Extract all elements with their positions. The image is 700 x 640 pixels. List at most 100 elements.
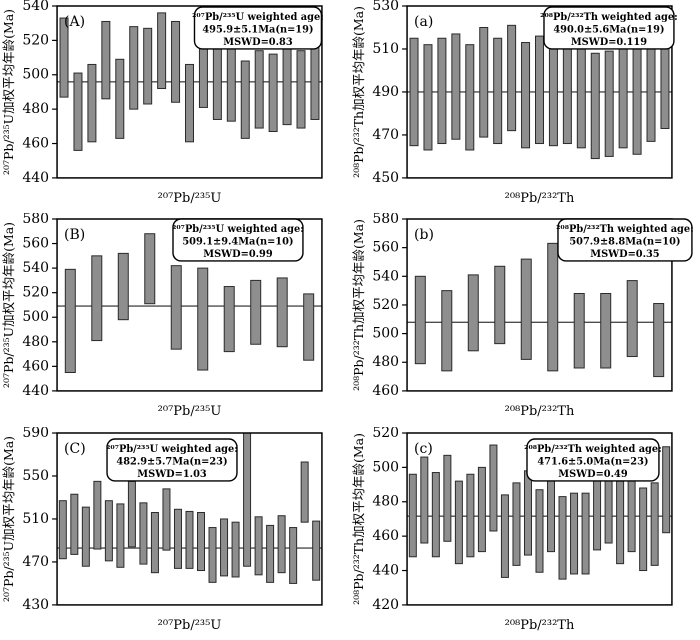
panel-b: 460 480 500 520 540 560 580 ²⁰⁸Pb/²³²Th加权平均年龄(M…	[350, 213, 700, 426]
annotation-box	[526, 437, 660, 482]
y-tick-label: 440	[22, 170, 49, 186]
y-tick-label: 480	[22, 334, 49, 350]
error-bar	[254, 515, 263, 575]
annotation-line: MSWD=0.119	[571, 37, 647, 48]
panel-label: (A)	[64, 14, 85, 30]
annotation-line: ²⁰⁷Pb/²³⁵U weighted age:	[172, 224, 304, 235]
error-bar	[289, 526, 298, 584]
y-tick-label: 500	[22, 67, 49, 83]
error-bar	[423, 44, 433, 151]
annotation-line: 507.9±8.8Ma(n=10)	[569, 237, 680, 248]
y-axis-title: ²⁰⁷Pb/²³⁵U加权平均年龄(Ma)	[1, 9, 16, 175]
y-tick-label: 460	[372, 528, 399, 544]
panel-label: (B)	[64, 227, 85, 243]
error-bar	[254, 50, 264, 129]
annotation-line: 495.9±5.1Ma(n=19)	[202, 24, 313, 35]
error-bar	[101, 20, 111, 100]
y-tick-label: 550	[22, 468, 49, 484]
error-bar	[64, 269, 76, 374]
annotation-box	[193, 6, 323, 50]
error-bar	[451, 33, 461, 140]
error-bar	[70, 493, 79, 555]
error-bar	[58, 499, 67, 559]
error-bar	[573, 293, 585, 369]
y-tick-label: 480	[22, 101, 49, 117]
y-tick-label: 540	[22, 0, 49, 14]
error-bar	[116, 503, 125, 568]
annotation-line: ²⁰⁷Pb/²³⁵U weighted age:	[192, 12, 324, 23]
annotation-line: MSWD=0.35	[590, 249, 660, 260]
error-bar	[512, 481, 521, 566]
annotation-line: MSWD=0.49	[558, 469, 628, 480]
y-tick-label: 460	[372, 383, 399, 399]
error-bar	[494, 266, 506, 345]
error-bar	[604, 50, 614, 157]
y-axis-title: ²⁰⁷Pb/²³⁵U加权平均年龄(Ma)	[1, 436, 16, 602]
error-bar	[300, 461, 309, 523]
y-tick-label: 560	[22, 236, 49, 252]
error-bar	[197, 511, 206, 571]
error-bar	[570, 492, 579, 575]
error-bar	[431, 471, 440, 557]
y-tick-label: 440	[372, 562, 399, 578]
error-bar	[454, 480, 463, 564]
annotation-line: MSWD=1.03	[137, 469, 207, 480]
error-bar	[547, 243, 559, 372]
error-bar	[185, 510, 194, 569]
error-bar	[489, 444, 498, 532]
error-bar	[626, 280, 638, 358]
y-tick-label: 480	[372, 493, 399, 509]
y-tick-label: 450	[372, 170, 399, 186]
y-tick-label: 520	[372, 427, 399, 441]
error-bar	[240, 60, 250, 139]
annotation-line: ²⁰⁸Pb/²³²Th weighted age:	[540, 12, 678, 23]
y-tick-label: 470	[372, 127, 399, 143]
y-tick-label: 430	[22, 597, 49, 613]
y-tick-label: 520	[22, 285, 49, 301]
error-bar	[590, 52, 600, 160]
y-tick-label: 490	[372, 84, 399, 100]
y-tick-label: 470	[22, 554, 49, 570]
annotation-line: ²⁰⁸Pb/²³²Th weighted age:	[556, 224, 694, 235]
annotation-line: 509.1±9.4Ma(n=10)	[182, 237, 293, 248]
panel-a: 450 470 490 510 530 ²⁰⁸Pb/²³²Th加权平均年龄(Ma) ²⁰⁸P…	[350, 0, 700, 213]
x-axis-title: ²⁰⁷Pb/²³⁵U	[158, 617, 222, 632]
error-bar	[171, 20, 181, 103]
annotation-box	[543, 6, 675, 50]
y-tick-label: 500	[22, 310, 49, 326]
error-bar	[73, 72, 83, 151]
error-bar	[220, 518, 229, 576]
error-bar	[312, 520, 321, 581]
y-tick-label: 500	[372, 459, 399, 475]
y-tick-label: 520	[22, 32, 49, 48]
error-bar	[104, 499, 113, 561]
annotation-box	[557, 218, 693, 262]
panel-c: 420 440 460 480 500 520 ²⁰⁸Pb/²³²Th加权平均年龄(Ma) ²…	[350, 427, 700, 640]
error-bar	[409, 37, 419, 147]
error-bar	[414, 276, 426, 365]
error-bar	[408, 473, 417, 557]
y-tick-label: 510	[372, 41, 399, 57]
error-bar	[523, 469, 532, 556]
y-tick-label: 580	[372, 213, 399, 227]
error-bar	[639, 487, 648, 571]
error-bar	[616, 480, 625, 564]
error-bar	[277, 514, 286, 573]
y-tick-label: 460	[22, 136, 49, 152]
error-bar	[208, 526, 217, 583]
panel-A: 440 460 480 500 520 540 ²⁰⁷Pb/²³⁵U加权平均年龄(Ma) ²⁰…	[0, 0, 350, 213]
error-bar	[162, 487, 171, 551]
y-tick-label: 520	[372, 297, 399, 313]
panel-C: 430 470 510 550 590 ²⁰⁷Pb/²³⁵U加权平均年龄(Ma) ²⁰⁷Pb…	[0, 427, 350, 640]
error-bar	[548, 39, 558, 147]
plot-frame	[56, 5, 323, 179]
y-tick-label: 580	[22, 213, 49, 227]
error-bar	[129, 26, 139, 110]
y-tick-label: 500	[372, 326, 399, 342]
y-axis-title: ²⁰⁸Pb/²³²Th加权平均年龄(Ma)	[351, 433, 366, 605]
error-bar	[127, 480, 136, 547]
error-bar	[562, 37, 572, 145]
error-bar	[521, 42, 531, 149]
panel-B: 440 460 480 500 520 540 560 580 ²⁰⁷Pb/²³⁵U加权平均年龄…	[0, 213, 350, 426]
error-bar	[184, 63, 194, 143]
